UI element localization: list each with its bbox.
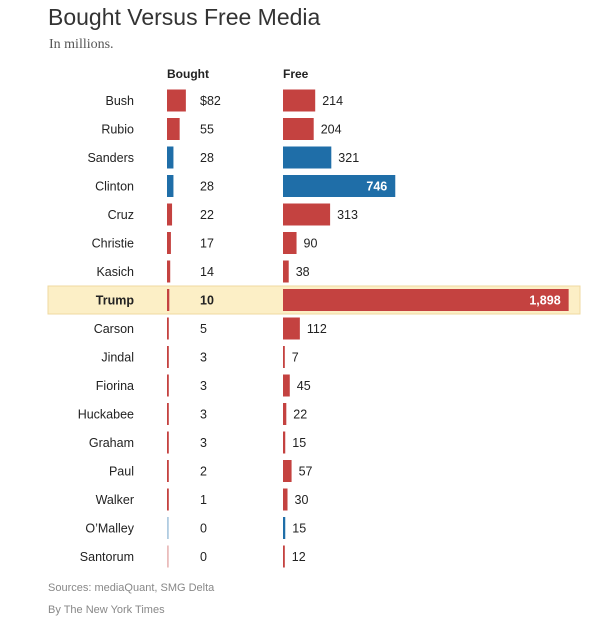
- candidate-label: Huckabee: [78, 408, 134, 422]
- candidate-label: Santorum: [80, 550, 134, 564]
- candidate-label: Kasich: [96, 265, 134, 279]
- free-bar: [283, 374, 290, 397]
- free-bar: [283, 289, 569, 311]
- bought-value-label: 28: [200, 180, 214, 194]
- free-value-label: 90: [304, 237, 318, 251]
- free-bar: [283, 118, 314, 140]
- bought-value-label: 3: [200, 379, 207, 393]
- bought-value-label: 3: [200, 351, 207, 365]
- bought-bar: [167, 203, 173, 226]
- bought-bar: [167, 374, 169, 397]
- free-value-label: 15: [292, 436, 306, 450]
- free-bar: [283, 517, 286, 539]
- bought-bar: [167, 517, 169, 539]
- candidate-label: O’Malley: [85, 522, 134, 536]
- free-bar: [283, 203, 331, 226]
- chart-subtitle: In millions.: [49, 37, 114, 52]
- bought-value-label: 14: [200, 265, 214, 279]
- bought-value-label: 0: [200, 522, 207, 536]
- candidate-label: Jindal: [101, 351, 134, 365]
- candidate-label: Graham: [89, 436, 134, 450]
- bought-bar: [167, 175, 174, 197]
- column-header-free: Free: [283, 67, 309, 81]
- free-value-label: 57: [299, 465, 313, 479]
- free-value-label: 7: [292, 351, 299, 365]
- bought-bar: [167, 232, 171, 254]
- free-value-label: 214: [322, 94, 343, 108]
- free-value-label: 12: [292, 550, 306, 564]
- free-value-label: 313: [337, 208, 358, 222]
- bought-bar: [167, 118, 180, 140]
- bought-value-label: 17: [200, 237, 214, 251]
- bought-bar: [167, 545, 169, 568]
- bought-value-label: 55: [200, 123, 214, 137]
- bought-value-label: 28: [200, 151, 214, 165]
- free-bar: [283, 545, 285, 568]
- free-bar: [283, 89, 316, 112]
- bought-bar: [167, 89, 186, 112]
- bought-bar: [167, 346, 169, 368]
- free-bar: [283, 260, 289, 283]
- free-bar: [283, 431, 286, 454]
- candidate-label: Clinton: [95, 180, 134, 194]
- candidate-label: Cruz: [108, 208, 134, 222]
- sources-note: Sources: mediaQuant, SMG Delta: [48, 582, 215, 594]
- bought-value-label: 10: [200, 294, 214, 308]
- free-value-label: 30: [295, 493, 309, 507]
- bought-bar: [167, 403, 169, 425]
- candidate-label: Walker: [96, 493, 134, 507]
- free-bar: [283, 403, 287, 425]
- free-bar: [283, 146, 332, 169]
- free-value-label: 112: [307, 322, 327, 336]
- free-value-label: 746: [366, 180, 387, 194]
- bought-bar: [167, 488, 169, 511]
- bought-value-label: 3: [200, 436, 207, 450]
- free-bar: [283, 175, 396, 197]
- candidate-label: Sanders: [87, 151, 134, 165]
- bought-value-label: $82: [200, 94, 221, 108]
- free-bar: [283, 346, 285, 368]
- free-value-label: 22: [293, 408, 307, 422]
- free-bar: [283, 317, 300, 340]
- candidate-label: Christie: [92, 237, 134, 251]
- candidate-label: Carson: [94, 322, 134, 336]
- byline: By The New York Times: [48, 604, 165, 616]
- bought-value-label: 2: [200, 465, 207, 479]
- column-header-bought: Bought: [167, 67, 209, 81]
- bought-value-label: 0: [200, 550, 207, 564]
- free-value-label: 204: [321, 123, 342, 137]
- free-bar: [283, 488, 288, 511]
- bought-value-label: 5: [200, 322, 207, 336]
- bought-bar: [167, 289, 170, 311]
- free-value-label: 38: [296, 265, 310, 279]
- candidate-label: Paul: [109, 465, 134, 479]
- free-bar: [283, 232, 297, 254]
- bought-bar: [167, 260, 171, 283]
- free-value-label: 321: [338, 151, 359, 165]
- free-value-label: 1,898: [529, 294, 560, 308]
- free-value-label: 45: [297, 379, 311, 393]
- candidate-label: Fiorina: [96, 379, 134, 393]
- free-bar: [283, 460, 292, 482]
- bought-bar: [167, 460, 169, 482]
- bought-value-label: 3: [200, 408, 207, 422]
- bought-value-label: 22: [200, 208, 214, 222]
- bought-bar: [167, 146, 174, 169]
- candidate-label: Bush: [106, 94, 135, 108]
- chart-title: Bought Versus Free Media: [48, 4, 321, 30]
- free-value-label: 15: [292, 522, 306, 536]
- candidate-label: Rubio: [101, 123, 134, 137]
- bought-value-label: 1: [200, 493, 207, 507]
- bought-bar: [167, 431, 169, 454]
- bought-bar: [167, 317, 169, 340]
- candidate-label: Trump: [96, 294, 135, 308]
